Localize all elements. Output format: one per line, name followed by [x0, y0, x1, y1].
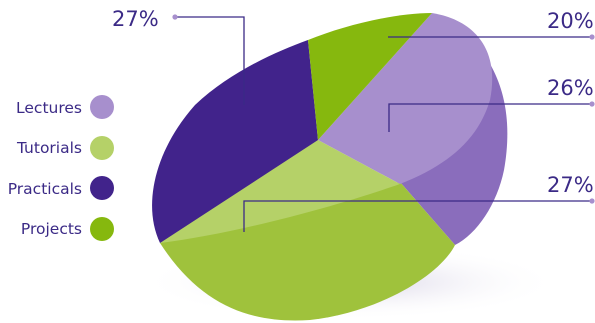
legend-label-lectures: Lectures	[16, 99, 82, 117]
slice-lectures	[318, 13, 493, 184]
legend-item-tutorials: Tutorials	[16, 136, 114, 160]
legend-item-lectures: Lectures	[16, 95, 114, 119]
legend-label-projects: Projects	[21, 220, 82, 238]
legend-label-tutorials: Tutorials	[16, 139, 82, 157]
legend-swatch-tutorials	[90, 136, 114, 160]
leader-line-tutorials	[243, 200, 592, 232]
legend-item-projects: Projects	[21, 217, 114, 241]
legend-swatch-lectures	[90, 95, 114, 119]
legend-swatch-practicals	[90, 176, 114, 200]
pie-top	[152, 13, 493, 243]
value-label-practicals: 27%	[112, 7, 159, 31]
leader-line-lectures	[388, 103, 592, 132]
legend-label-practicals: Practicals	[8, 180, 82, 198]
value-label-projects: 20%	[547, 9, 594, 33]
leader-dot-projects	[589, 34, 595, 40]
value-label-tutorials: 27%	[547, 173, 594, 197]
legend-swatch-projects	[90, 217, 114, 241]
slice-projects	[308, 13, 432, 140]
slice-tutorials-side	[160, 182, 455, 321]
leader-dot-tutorials	[589, 198, 595, 204]
value-labels: 27% 20% 26% 27%	[112, 7, 594, 197]
legend: Lectures Tutorials Practicals Projects	[8, 95, 114, 241]
leader-lines	[172, 14, 595, 232]
slice-practicals	[152, 40, 318, 243]
value-label-lectures: 26%	[547, 76, 594, 100]
leader-dot-practicals	[172, 14, 178, 20]
leader-line-practicals	[176, 16, 245, 105]
leader-dot-lectures	[589, 101, 595, 107]
legend-item-practicals: Practicals	[8, 176, 114, 200]
slice-tutorials	[160, 140, 400, 243]
